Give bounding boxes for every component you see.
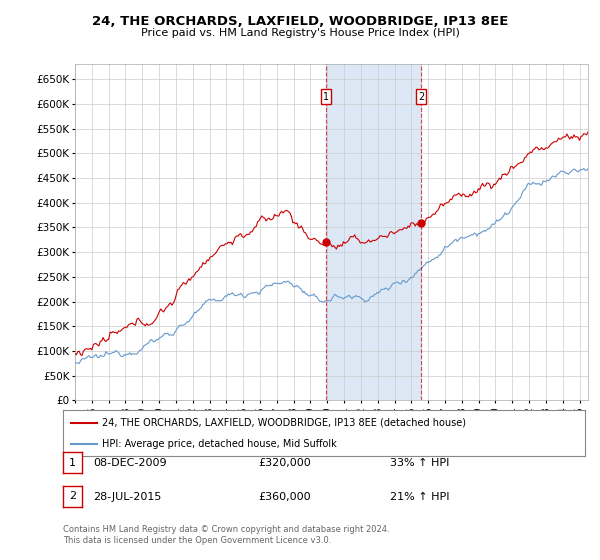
Text: 1: 1 [323, 91, 329, 101]
Text: 2: 2 [69, 491, 76, 501]
Bar [326, 64, 421, 400]
Text: Contains HM Land Registry data © Crown copyright and database right 2024.
This d: Contains HM Land Registry data © Crown c… [63, 525, 389, 545]
Text: £360,000: £360,000 [258, 492, 311, 502]
Text: Price paid vs. HM Land Registry's House Price Index (HPI): Price paid vs. HM Land Registry's House … [140, 28, 460, 38]
Text: £320,000: £320,000 [258, 458, 311, 468]
Text: 33% ↑ HPI: 33% ↑ HPI [390, 458, 449, 468]
Text: 1: 1 [69, 458, 76, 468]
Bar [416, 88, 425, 104]
Bar [322, 88, 331, 104]
Text: 21% ↑ HPI: 21% ↑ HPI [390, 492, 449, 502]
Text: 24, THE ORCHARDS, LAXFIELD, WOODBRIDGE, IP13 8EE (detached house): 24, THE ORCHARDS, LAXFIELD, WOODBRIDGE, … [102, 418, 466, 428]
Text: 28-JUL-2015: 28-JUL-2015 [93, 492, 161, 502]
Text: HPI: Average price, detached house, Mid Suffolk: HPI: Average price, detached house, Mid … [102, 439, 337, 449]
Text: 24, THE ORCHARDS, LAXFIELD, WOODBRIDGE, IP13 8EE: 24, THE ORCHARDS, LAXFIELD, WOODBRIDGE, … [92, 15, 508, 28]
Text: 08-DEC-2009: 08-DEC-2009 [93, 458, 167, 468]
Text: 2: 2 [418, 91, 424, 101]
